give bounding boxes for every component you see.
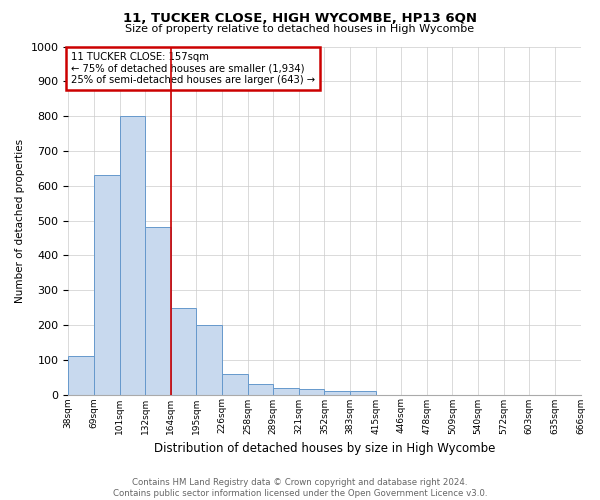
Bar: [119, 116, 145, 394]
Text: Size of property relative to detached houses in High Wycombe: Size of property relative to detached ho…: [125, 24, 475, 34]
Bar: [248, 384, 273, 394]
Bar: [94, 176, 119, 394]
X-axis label: Distribution of detached houses by size in High Wycombe: Distribution of detached houses by size …: [154, 442, 495, 455]
Bar: [196, 325, 222, 394]
Bar: [299, 390, 325, 394]
Bar: [222, 374, 248, 394]
Bar: [273, 388, 299, 394]
Bar: [325, 391, 350, 394]
Bar: [350, 391, 376, 394]
Text: 11, TUCKER CLOSE, HIGH WYCOMBE, HP13 6QN: 11, TUCKER CLOSE, HIGH WYCOMBE, HP13 6QN: [123, 12, 477, 26]
Bar: [145, 228, 171, 394]
Text: 11 TUCKER CLOSE: 157sqm
← 75% of detached houses are smaller (1,934)
25% of semi: 11 TUCKER CLOSE: 157sqm ← 75% of detache…: [71, 52, 315, 85]
Text: Contains HM Land Registry data © Crown copyright and database right 2024.
Contai: Contains HM Land Registry data © Crown c…: [113, 478, 487, 498]
Y-axis label: Number of detached properties: Number of detached properties: [15, 138, 25, 302]
Bar: [68, 356, 94, 395]
Bar: [171, 308, 196, 394]
